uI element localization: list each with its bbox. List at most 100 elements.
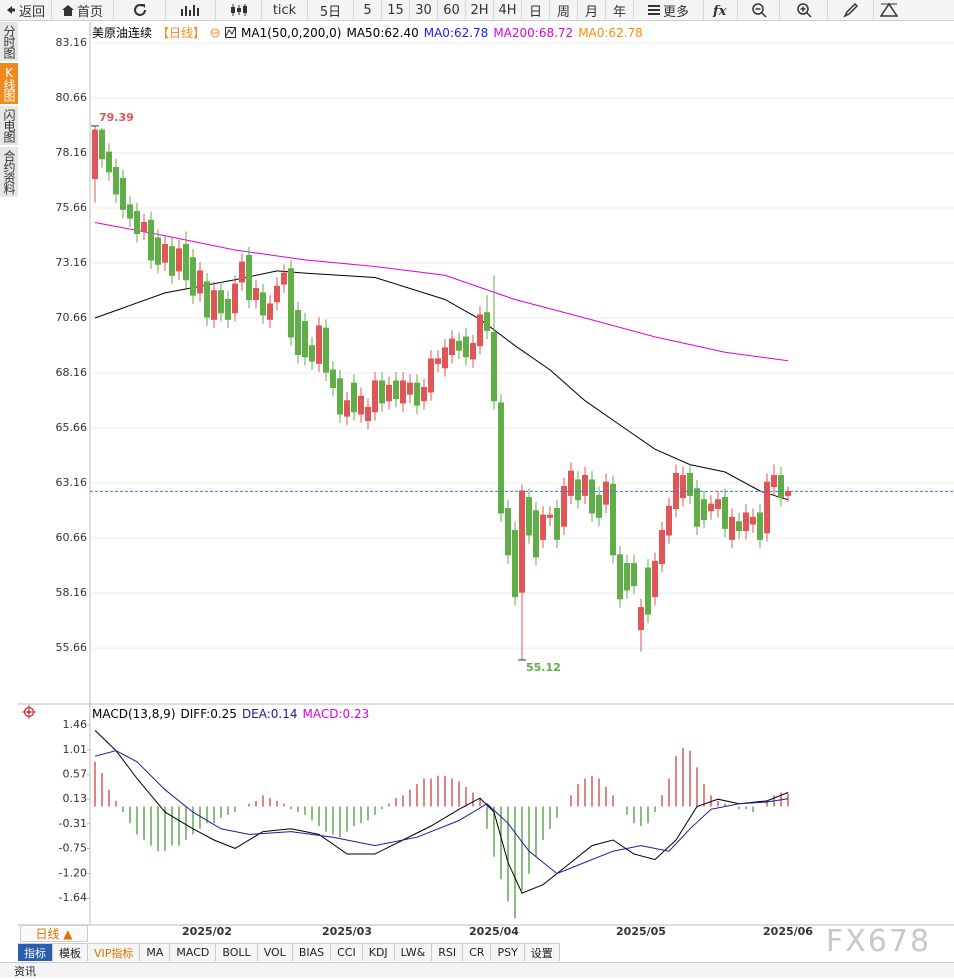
indicator-tab[interactable]: VIP指标 xyxy=(88,944,141,961)
candle-body xyxy=(687,472,693,496)
y-tick-label: 63.16 xyxy=(56,476,88,489)
period-selector[interactable]: 日线 ▲ xyxy=(20,925,88,942)
candle-body xyxy=(736,521,742,532)
candle-body xyxy=(169,246,175,276)
indicator-tab[interactable]: 设置 xyxy=(524,944,560,961)
candle-body xyxy=(715,499,721,510)
period-button[interactable]: 4H xyxy=(494,0,523,20)
side-tab[interactable]: K线图 xyxy=(0,63,18,104)
side-tab[interactable]: 合约资料 xyxy=(0,147,18,197)
period-button[interactable]: 5日 xyxy=(308,0,355,20)
footer: 资讯 xyxy=(0,962,954,978)
candle-body xyxy=(778,475,784,499)
macd-icon[interactable] xyxy=(22,705,36,719)
button-label: tick xyxy=(272,2,297,18)
period-button[interactable]: 月 xyxy=(578,0,607,20)
indicator-tab[interactable]: MA xyxy=(140,944,171,961)
candle-body xyxy=(99,129,105,160)
candle-body xyxy=(610,483,616,556)
candle-body xyxy=(162,244,168,263)
formula-button[interactable]: fx xyxy=(704,0,739,20)
indicator-tab[interactable]: LW& xyxy=(394,944,433,961)
toolbar: 返回 首页 tick 5日 5 15 30 60 2H 4H 日 周 月 年 更… xyxy=(0,0,954,21)
indicator-tab[interactable]: KDJ xyxy=(362,944,395,961)
refresh-button[interactable] xyxy=(114,0,167,20)
candle-body xyxy=(316,325,322,364)
watermark: FX678 xyxy=(826,924,932,959)
candle-body xyxy=(771,475,777,488)
candle-body xyxy=(218,290,224,314)
candle-body xyxy=(463,336,469,358)
indicator-tab[interactable]: CR xyxy=(463,944,492,961)
side-tab[interactable]: 闪电图 xyxy=(0,106,18,145)
period-button[interactable]: 60 xyxy=(438,0,467,20)
candle-body xyxy=(134,211,140,235)
more-button[interactable]: 更多 xyxy=(634,0,705,20)
candle-body xyxy=(197,270,203,294)
candle-body xyxy=(617,554,623,600)
indicator-tab[interactable]: BIAS xyxy=(292,944,332,961)
period-button[interactable]: 日 xyxy=(522,0,551,20)
candle-body xyxy=(764,481,770,534)
indicator-icon[interactable] xyxy=(225,27,237,38)
candle-body xyxy=(337,378,343,415)
indicator-tab[interactable]: 指标 xyxy=(18,944,53,961)
legend-entry: DEA:0.14 xyxy=(241,707,298,721)
chart-type-button[interactable] xyxy=(166,0,217,20)
candle-body xyxy=(442,347,448,369)
side-tabs: 分时图 K线图 闪电图 合约资料 xyxy=(0,22,18,199)
button-label: 5 xyxy=(363,2,372,18)
candle-body xyxy=(449,338,455,356)
y-tick-label: -0.75 xyxy=(59,841,87,854)
period-button[interactable]: 30 xyxy=(410,0,439,20)
indicator-tab[interactable]: 模板 xyxy=(53,944,88,961)
candle-body xyxy=(470,343,476,360)
candle-body xyxy=(330,369,336,389)
button-label: 2H xyxy=(470,2,489,18)
side-tab[interactable]: 分时图 xyxy=(0,22,18,61)
zoom-in-button[interactable] xyxy=(780,0,829,20)
candle-body xyxy=(176,248,182,272)
legend-entry: MA200:68.72 xyxy=(493,25,574,40)
x-tick-label: 2025/02 xyxy=(182,925,232,938)
zoom-out-button[interactable] xyxy=(738,0,781,20)
candle-body xyxy=(407,382,413,395)
candle-body xyxy=(785,490,791,496)
candle-body xyxy=(225,299,231,320)
candle-body xyxy=(155,237,161,265)
y-tick-label: 80.66 xyxy=(56,91,88,104)
period-button[interactable]: 周 xyxy=(550,0,579,20)
draw-button[interactable] xyxy=(828,0,875,20)
footer-tab[interactable]: 资讯 xyxy=(14,965,36,978)
y-tick-label: 1.46 xyxy=(63,718,88,731)
back-button[interactable]: 返回 xyxy=(0,0,53,20)
indicator-tab[interactable]: PSY xyxy=(491,944,525,961)
candle-body xyxy=(323,327,329,373)
period-button[interactable]: 年 xyxy=(606,0,635,20)
indicator-tab[interactable]: RSI xyxy=(432,944,464,961)
home-button[interactable]: 首页 xyxy=(52,0,115,20)
macd-legend: MACD(13,8,9) DIFF:0.25 DEA:0.14 MACD:0.23 xyxy=(92,707,369,721)
indicator-tab[interactable]: BOLL xyxy=(216,944,258,961)
candle-button[interactable] xyxy=(216,0,263,20)
svg-text:fx: fx xyxy=(712,4,727,17)
settings-icon[interactable] xyxy=(210,28,220,38)
candle-body xyxy=(435,358,441,364)
period-button[interactable]: tick xyxy=(262,0,309,20)
candle-body xyxy=(484,312,490,331)
indicator-tab[interactable]: MACD xyxy=(170,944,217,961)
candle-body xyxy=(743,512,749,532)
indicator-tab[interactable]: CCI xyxy=(331,944,363,961)
candle-body xyxy=(92,129,98,180)
button-label: 4H xyxy=(498,2,517,18)
candle-body xyxy=(638,607,644,631)
candle-body xyxy=(533,510,539,558)
candle-body xyxy=(386,384,392,402)
period-button[interactable]: 15 xyxy=(382,0,411,20)
period-button[interactable]: 5 xyxy=(354,0,383,20)
shape-button[interactable] xyxy=(874,0,904,20)
period-button[interactable]: 2H xyxy=(466,0,495,20)
candle-body xyxy=(281,272,287,285)
indicator-tab[interactable]: VOL xyxy=(257,944,293,961)
